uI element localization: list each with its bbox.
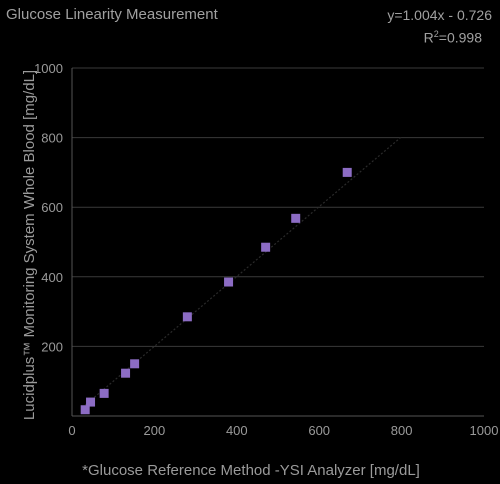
y-tick-label: 400 (41, 270, 63, 285)
x-tick-label: 0 (68, 423, 75, 438)
x-tick-label: 400 (226, 423, 248, 438)
x-tick-label: 200 (144, 423, 166, 438)
y-tick-labels: 200 400 600 800 1000 (34, 61, 63, 354)
data-point (291, 214, 300, 223)
x-tick-labels: 0 200 400 600 800 1000 (68, 423, 498, 438)
y-tick-label: 800 (41, 131, 63, 146)
data-points (81, 168, 352, 414)
x-tick-label: 1000 (470, 423, 499, 438)
data-point (183, 312, 192, 321)
y-tick-label: 600 (41, 200, 63, 215)
data-point (224, 278, 233, 287)
y-tick-label: 1000 (34, 61, 63, 76)
y-tick-label: 200 (41, 339, 63, 354)
y-axis-label: Lucidplus™ Monitoring System Whole Blood… (21, 70, 38, 420)
x-axis-label: *Glucose Reference Method -YSI Analyzer … (82, 462, 420, 479)
data-point (81, 405, 90, 414)
data-point (343, 168, 352, 177)
grid-lines (72, 68, 484, 346)
x-tick-label: 800 (391, 423, 413, 438)
data-point (86, 398, 95, 407)
data-point (261, 243, 270, 252)
data-point (121, 369, 130, 378)
data-point (130, 359, 139, 368)
x-tick-label: 600 (308, 423, 330, 438)
data-point (100, 389, 109, 398)
